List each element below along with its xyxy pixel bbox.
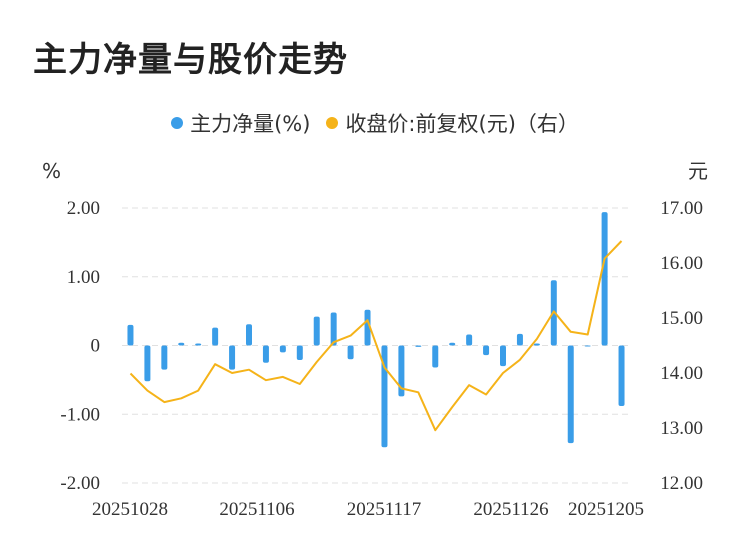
legend-dot-line [326, 117, 339, 129]
left-axis-ticks: 2.00 1.00 0 -1.00 -2.00 [60, 198, 100, 494]
right-tick-label: 16.00 [660, 253, 703, 274]
net-volume-bar [144, 345, 151, 382]
x-tick-label: 20251106 [219, 499, 294, 520]
net-volume-bar [483, 345, 490, 356]
net-volume-bar [432, 345, 439, 368]
net-volume-bar [466, 334, 473, 346]
net-volume-bar [178, 342, 185, 346]
net-volume-bar [195, 343, 202, 346]
x-tick-label: 20251117 [347, 499, 422, 520]
net-volume-bar [262, 345, 269, 363]
close-price-line [129, 240, 623, 432]
net-volume-bar [516, 333, 523, 346]
legend-item-close-price[interactable]: 收盘价:前复权(元)（右） [326, 108, 579, 138]
net-volume-bar [533, 343, 540, 346]
left-tick-label: 0 [91, 336, 101, 357]
legend-label-net-volume: 主力净量(%) [190, 112, 311, 136]
net-volume-bar [449, 342, 456, 346]
net-volume-bar [330, 312, 337, 346]
net-volume-bar [567, 345, 574, 444]
net-volume-bar [618, 345, 625, 406]
net-volume-bar [212, 327, 219, 346]
legend-label-close-price: 收盘价:前复权(元)（右） [345, 112, 579, 136]
right-tick-label: 12.00 [660, 473, 703, 494]
net-volume-bar [601, 212, 608, 346]
legend-dot-bar [171, 117, 184, 129]
chart-title: 主力净量与股价走势 [33, 40, 348, 80]
net-volume-bar [381, 345, 388, 448]
net-volume-bar [415, 345, 422, 347]
bar-series [127, 212, 625, 448]
left-axis-unit: % [42, 159, 61, 183]
net-volume-bar [279, 345, 286, 353]
net-volume-bar [229, 345, 236, 370]
legend-item-net-volume[interactable]: 主力净量(%) [171, 108, 310, 138]
left-tick-label: -2.00 [60, 473, 100, 494]
x-tick-label: 20251028 [92, 499, 168, 520]
right-tick-label: 17.00 [660, 198, 703, 219]
right-tick-label: 13.00 [660, 418, 703, 439]
left-tick-label: 1.00 [67, 267, 100, 288]
right-axis-unit: 元 [688, 159, 708, 183]
net-volume-bar [313, 316, 320, 346]
net-volume-bar [296, 345, 303, 360]
chart-legend: 主力净量(%) 收盘价:前复权(元)（右） [0, 108, 750, 138]
right-axis-ticks: 17.00 16.00 15.00 14.00 13.00 12.00 [660, 198, 703, 494]
net-volume-bar [398, 345, 405, 397]
net-volume-bar [584, 345, 591, 347]
x-axis-ticks: 20251028 20251106 20251117 20251126 20251205 [92, 499, 644, 520]
x-tick-label: 20251205 [568, 499, 644, 520]
left-tick-label: -1.00 [60, 404, 100, 425]
net-volume-bar [347, 345, 354, 360]
net-volume-bar [500, 345, 506, 367]
x-tick-label: 20251126 [473, 499, 548, 520]
net-volume-bar [127, 324, 134, 346]
net-volume-bar [246, 324, 252, 346]
left-tick-label: 2.00 [67, 198, 100, 219]
right-tick-label: 14.00 [660, 363, 703, 384]
net-volume-bar [364, 309, 371, 346]
right-tick-label: 15.00 [660, 308, 703, 329]
net-volume-bar [161, 345, 168, 370]
